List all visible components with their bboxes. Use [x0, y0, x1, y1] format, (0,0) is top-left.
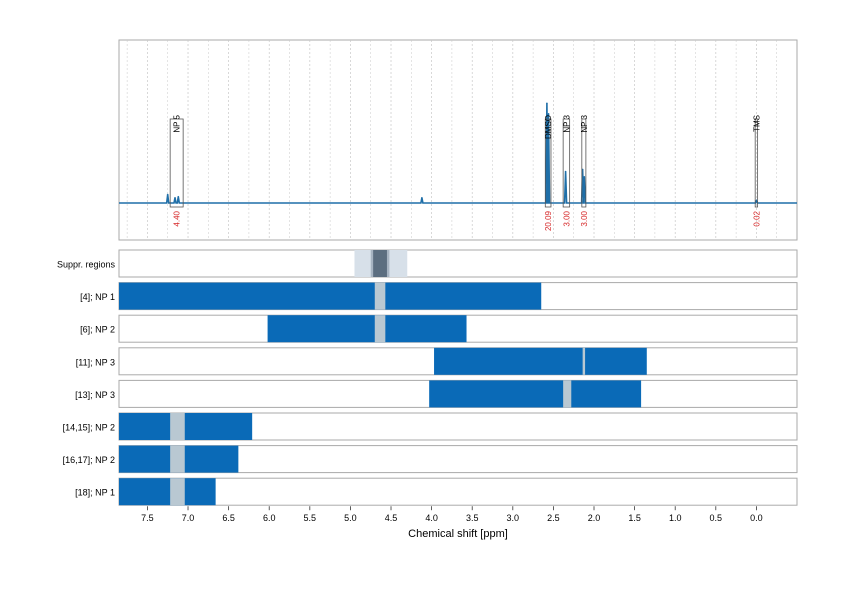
- x-tick-label: 6.5: [222, 513, 235, 523]
- annotation-label: DMSO: [544, 115, 553, 139]
- x-tick-label: 0.5: [710, 513, 723, 523]
- row-label: [6]; NP 2: [80, 325, 115, 335]
- region-gap: [563, 380, 572, 408]
- region-row: [13]; NP 3: [75, 379, 798, 408]
- spectrum-peak: [421, 196, 423, 199]
- row-label: [4]; NP 1: [80, 292, 115, 302]
- row-label: [14,15]; NP 2: [63, 423, 115, 433]
- x-tick-label: 6.0: [263, 513, 276, 523]
- region-bar: [119, 282, 542, 310]
- annotation-box: [169, 118, 184, 208]
- x-axis: 7.5 7.0 6.5 6.0 5.5 5.0 4.5 4.0 3.5 3.0 2.5 2.0 1.5 1…: [141, 506, 763, 523]
- x-tick-label: 5.5: [304, 513, 317, 523]
- integral-label: 3.00: [562, 210, 571, 226]
- annotation-label: TMS: [752, 115, 761, 132]
- spectrum-peak: [166, 193, 169, 196]
- spectrum-peak: [583, 175, 586, 178]
- row-label: Suppr. regions: [57, 260, 116, 270]
- spectrum-peak: [581, 168, 584, 171]
- region-gap: [170, 478, 185, 506]
- region-gap: [170, 413, 185, 440]
- x-tick-label: 7.5: [141, 513, 154, 523]
- spectrum-panel: NP 5 4.40 DMSO 20.09 NP 3 3.00 NP 3 3.00 TMS 0.02: [118, 39, 798, 241]
- region-row: [6]; NP 2: [80, 314, 798, 343]
- region-bar: [267, 315, 467, 343]
- annotation-box: [581, 118, 587, 208]
- region-row: [16,17]; NP 2: [63, 445, 798, 474]
- row-label: [13]; NP 3: [75, 390, 115, 400]
- spectrum-peak: [546, 102, 548, 105]
- x-tick-label: 2.0: [588, 513, 601, 523]
- integral-label: 3.00: [580, 210, 589, 226]
- spectrum-peak: [174, 196, 176, 199]
- integral-label: 4.40: [173, 210, 182, 226]
- region-gap: [374, 315, 386, 343]
- x-tick-label: 7.0: [182, 513, 195, 523]
- x-tick-label: 3.0: [507, 513, 520, 523]
- region-bar: [119, 413, 253, 440]
- x-tick-label: 4.5: [385, 513, 398, 523]
- spectrum-peak: [755, 200, 758, 202]
- region-bar: [434, 347, 647, 375]
- spectrum-peak: [177, 195, 180, 198]
- annotation-label: NP 5: [173, 114, 182, 132]
- row-label: [18]; NP 1: [75, 488, 115, 498]
- region-bar: [119, 478, 216, 506]
- row-frame: [118, 477, 798, 506]
- suppr-region-dark: [373, 250, 387, 277]
- x-tick-label: 0.0: [750, 513, 763, 523]
- region-row: Suppr. regions: [57, 249, 798, 278]
- integral-label: 0.02: [752, 210, 761, 226]
- region-gap: [374, 282, 386, 310]
- region-gap: [170, 445, 185, 473]
- region-row: [4]; NP 1: [80, 282, 798, 311]
- x-tick-label: 4.0: [425, 513, 438, 523]
- row-label: [16,17]; NP 2: [63, 455, 115, 465]
- integral-label: 20.09: [544, 210, 553, 231]
- annotation-label: NP 3: [562, 114, 571, 132]
- region-row: [14,15]; NP 2: [63, 412, 798, 441]
- row-label: [11]; NP 3: [76, 357, 115, 367]
- region-row: [11]; NP 3: [76, 347, 798, 376]
- region-bar: [429, 380, 642, 408]
- x-tick-label: 1.0: [669, 513, 682, 523]
- annotation-box: [754, 118, 759, 208]
- x-tick-label: 2.5: [547, 513, 560, 523]
- spectrum-frame: [118, 39, 798, 241]
- x-axis-label: Chemical shift [ppm]: [408, 528, 508, 540]
- row-frame: [118, 249, 798, 278]
- annotation-box: [562, 118, 571, 208]
- annotation-label: NP 3: [580, 114, 589, 132]
- region-row: [18]; NP 1: [75, 477, 798, 506]
- spectrum-peak: [547, 112, 550, 115]
- x-tick-label: 3.5: [466, 513, 479, 523]
- x-tick-label: 5.0: [344, 513, 357, 523]
- spectrum-line: [119, 103, 797, 204]
- spectrum-peak: [564, 170, 567, 173]
- region-gap: [582, 347, 586, 375]
- annotation-box: [544, 118, 552, 208]
- x-tick-label: 1.5: [628, 513, 641, 523]
- regions-panel: Suppr. regions [4]; NP 1 [6]; NP 2 [11]; NP…: [57, 249, 798, 506]
